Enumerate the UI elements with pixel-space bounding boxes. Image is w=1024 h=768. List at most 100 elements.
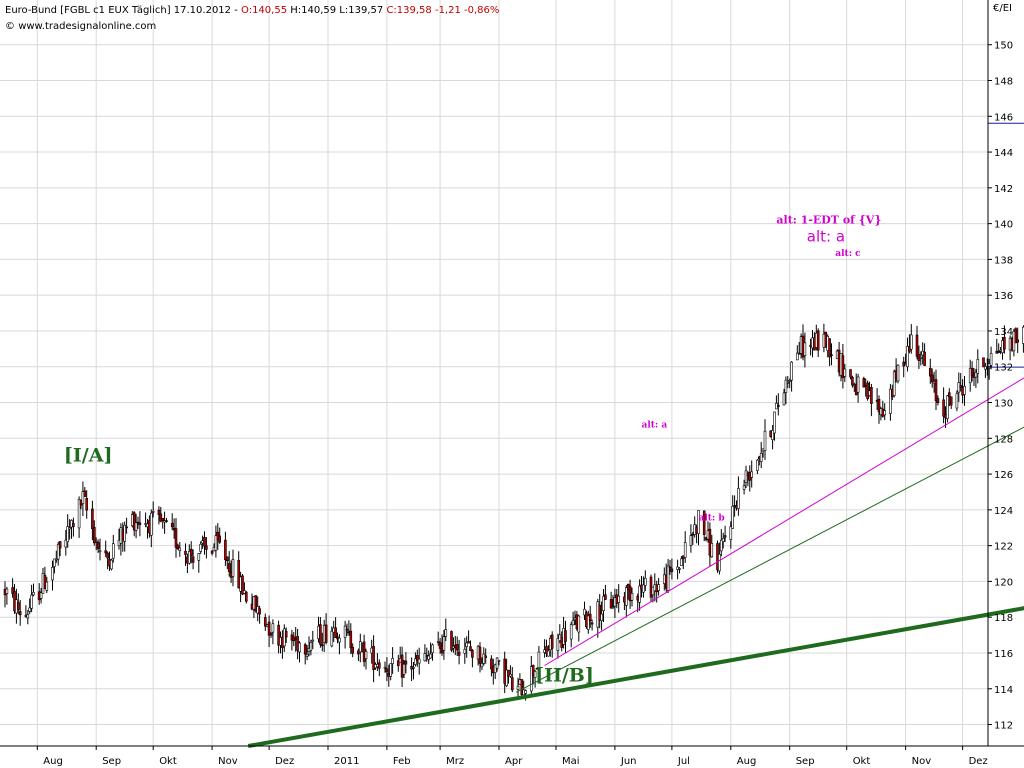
candle-up [788, 380, 792, 382]
candle-up [45, 581, 49, 591]
candle-up [56, 544, 60, 560]
candle-down [11, 587, 14, 594]
candle-up [54, 558, 58, 561]
y-tick-label: 140 [994, 220, 1013, 231]
candle-up [843, 368, 847, 377]
candle-up [919, 357, 923, 359]
x-tick-label: Dez [969, 756, 988, 767]
candle-up [383, 666, 387, 669]
candle-up [150, 512, 153, 536]
candle-up [710, 543, 714, 558]
candle-up [906, 346, 909, 368]
candle-up [431, 644, 434, 653]
candle-down [349, 630, 353, 649]
candles [3, 323, 1024, 701]
instrument-title: Euro-Bund [FGBL c1 EUX Täglich] 17.10.20… [5, 5, 499, 16]
candle-up [64, 539, 68, 548]
candle-down [455, 644, 459, 651]
candle-down [203, 537, 206, 547]
candle-down [877, 398, 881, 413]
y-tick-label: 138 [994, 255, 1013, 266]
candle-down [564, 630, 567, 642]
candle-up [53, 558, 56, 567]
alt-label-c-small: alt: c [835, 249, 861, 259]
candle-up [516, 685, 520, 690]
candle-up [571, 620, 575, 626]
candle-up [68, 527, 71, 530]
candle-down [609, 599, 613, 609]
candle-up [271, 623, 275, 633]
candle-up [465, 642, 469, 647]
candle-up [729, 526, 733, 540]
candle-up [1022, 326, 1024, 344]
candle-up [188, 551, 191, 564]
candle-up [389, 663, 393, 677]
candle-down [507, 669, 510, 677]
candle-down [385, 668, 389, 673]
candle-up [718, 553, 721, 572]
candle-down [138, 522, 142, 525]
y-tick-label: 132 [994, 363, 1013, 374]
y-tick-label: 146 [994, 112, 1013, 123]
candle-up [955, 393, 959, 409]
candle-down [125, 526, 128, 529]
candle-up [577, 615, 581, 633]
candle-down [415, 655, 419, 661]
candle-up [657, 584, 660, 591]
open-value: O:140,55 [241, 5, 287, 16]
candle-up [602, 596, 605, 611]
candle-up [134, 522, 138, 531]
y-tick-label: 114 [994, 685, 1013, 696]
candle-down [58, 541, 62, 549]
candle-up [533, 671, 537, 678]
candle-down [132, 512, 136, 531]
candle-up [750, 471, 754, 478]
candle-up [719, 539, 723, 552]
candle-up [26, 614, 30, 619]
candle-up [282, 628, 286, 647]
candle-up [642, 584, 645, 593]
candle-up [482, 653, 486, 664]
candle-down [18, 611, 22, 616]
candle-up [784, 379, 788, 393]
candle-up [298, 642, 301, 653]
candle-down [159, 513, 163, 522]
candle-up [883, 410, 887, 416]
candle-down [96, 542, 100, 550]
candle-down [85, 498, 88, 511]
candle-up [509, 674, 512, 677]
candle-down [438, 642, 442, 649]
alt-label-a-small: alt: a [642, 421, 668, 431]
candle-up [178, 547, 182, 551]
alt-label-b-small: alt: b [699, 514, 725, 524]
candle-up [624, 587, 628, 606]
candle-down [450, 631, 453, 651]
candle-up [444, 629, 448, 637]
candle-up [892, 371, 896, 396]
candle-down [947, 392, 951, 397]
x-tick-label: Aug [43, 756, 63, 767]
candle-up [305, 654, 309, 657]
title-text: Euro-Bund [FGBL c1 EUX Täglich] 17.10.20… [5, 5, 241, 16]
candle-down [377, 662, 381, 669]
candle-down [334, 627, 337, 638]
candle-down [923, 351, 926, 366]
candle-down [469, 646, 472, 652]
candle-down [319, 624, 322, 645]
candle-up [28, 607, 32, 612]
candle-up [786, 382, 790, 384]
candle-up [680, 558, 683, 566]
candle-up [463, 648, 467, 654]
candle-down [176, 545, 180, 550]
candle-up [364, 651, 368, 660]
candle-down [598, 604, 602, 621]
candle-down [245, 591, 248, 602]
x-tick-label: Nov [218, 756, 238, 767]
candle-up [643, 577, 647, 586]
candle-up [547, 650, 550, 657]
wave-label-ii-b: [II/B] [535, 665, 594, 687]
candle-up [731, 505, 735, 529]
candle-down [174, 528, 178, 548]
candle-down [776, 404, 780, 408]
